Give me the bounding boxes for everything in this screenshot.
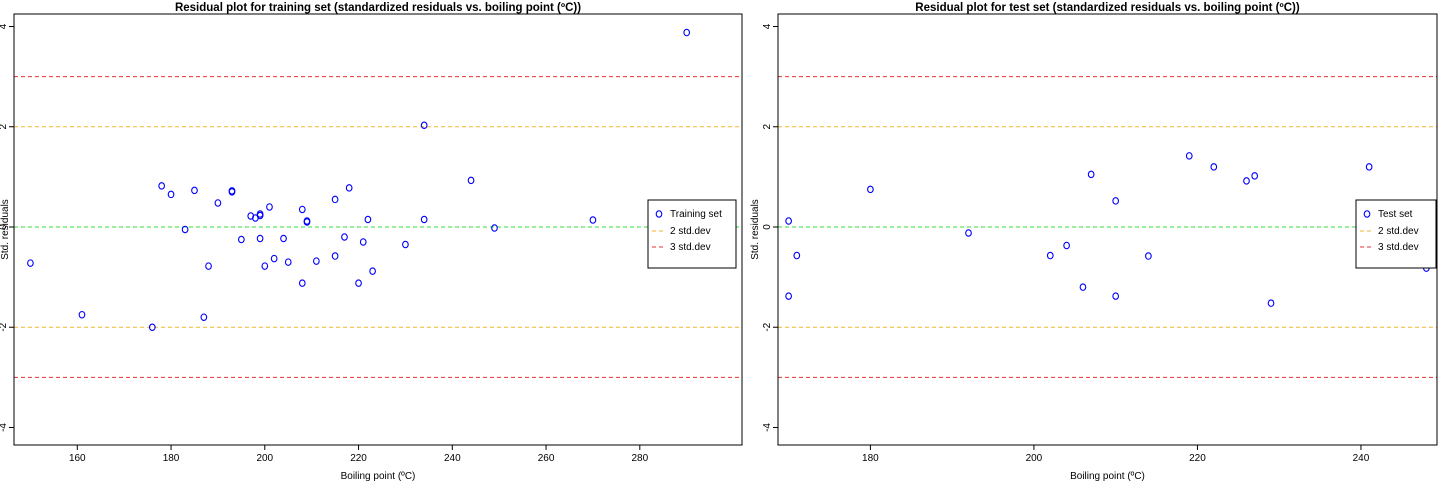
data-point (158, 182, 166, 190)
y-tick-label: 4 (0, 23, 9, 29)
chart-panel-1: Residual plot for training set (standard… (0, 2, 743, 482)
chart-title: Residual plot for test set (standardized… (915, 2, 1300, 14)
data-point (1267, 299, 1275, 307)
data-point (359, 238, 367, 246)
data-point (965, 229, 972, 237)
data-point (467, 176, 475, 185)
data-point (345, 184, 353, 192)
legend-box (647, 199, 737, 269)
y-tick-label: 0 (762, 224, 773, 230)
legend-label: Test set (1378, 209, 1413, 220)
data-point (491, 224, 498, 232)
y-tick-label: 4 (762, 23, 773, 29)
data-point (420, 215, 428, 224)
data-point (1210, 163, 1218, 171)
data-point (683, 28, 691, 37)
data-point (1251, 172, 1259, 180)
data-point (303, 217, 311, 225)
data-point (402, 240, 409, 249)
data-point (256, 234, 264, 243)
data-point (238, 235, 245, 244)
x-axis-label: Boiling point (ºC) (341, 471, 416, 482)
data-point (785, 292, 792, 300)
data-point (280, 234, 287, 243)
x-tick-label: 220 (1189, 453, 1206, 464)
y-tick-label: 2 (0, 124, 9, 130)
data-point (228, 188, 236, 196)
legend-label: 3 std.dev (670, 242, 711, 253)
data-point (1079, 283, 1087, 291)
data-point (364, 215, 372, 224)
data-point (256, 210, 264, 218)
chart-panel-2: Residual plot for test set (standardized… (750, 2, 1438, 482)
y-tick-label: -2 (762, 322, 773, 331)
chart-title: Residual plot for training set (standard… (175, 2, 581, 14)
x-tick-label: 200 (256, 453, 273, 464)
data-point (191, 186, 198, 195)
y-tick-label: -4 (0, 423, 9, 432)
legend-marker (655, 210, 663, 218)
legend-label: 3 std.dev (1378, 242, 1419, 253)
data-point (214, 199, 222, 207)
data-point (1063, 241, 1070, 250)
data-point (369, 267, 376, 275)
data-point (589, 216, 597, 224)
plot-frame (777, 13, 1438, 446)
legend: Training set 2 std.dev 3 std.dev (647, 199, 737, 269)
data-point (420, 121, 428, 130)
data-point (1185, 152, 1193, 160)
data-point (298, 205, 306, 214)
legend-label: 2 std.dev (1378, 226, 1419, 237)
data-point (270, 254, 278, 263)
x-tick-label: 180 (862, 453, 879, 464)
x-tick-label: 180 (163, 453, 180, 464)
data-point (867, 185, 874, 194)
data-point (266, 203, 273, 211)
data-point (298, 279, 306, 287)
data-point (284, 258, 292, 266)
plot-frame (13, 13, 743, 446)
data-point (200, 313, 208, 321)
data-point (313, 257, 320, 265)
x-tick-label: 220 (350, 453, 367, 464)
data-point (148, 323, 156, 331)
data-point (1087, 170, 1095, 179)
data-point (1365, 163, 1373, 171)
y-tick-label: -4 (762, 423, 773, 432)
data-point (785, 217, 792, 225)
data-point (1112, 197, 1120, 205)
legend: Test set 2 std.dev 3 std.dev (1355, 199, 1437, 269)
y-tick-label: 0 (0, 224, 9, 230)
x-tick-label: 280 (631, 453, 648, 464)
data-point (205, 262, 212, 270)
data-point (1046, 251, 1054, 260)
data-point (27, 259, 34, 267)
y-tick-label: 2 (762, 124, 773, 130)
x-tick-label: 160 (69, 453, 86, 464)
x-tick-label: 240 (1353, 453, 1370, 464)
data-point (181, 225, 189, 234)
data-point (1145, 252, 1152, 260)
data-point (78, 310, 86, 319)
y-tick-label: -2 (0, 322, 9, 331)
x-axis-label: Boiling point (ºC) (1070, 471, 1145, 482)
data-point (355, 279, 362, 287)
x-tick-label: 200 (1026, 453, 1043, 464)
legend-label: Training set (670, 209, 722, 220)
x-tick-label: 240 (444, 453, 461, 464)
legend-label: 2 std.dev (670, 226, 711, 237)
data-point (341, 233, 348, 241)
legend-marker (1363, 210, 1371, 218)
y-axis-label: Std. residuals (750, 199, 761, 260)
data-point (331, 195, 339, 204)
x-tick-label: 260 (538, 453, 555, 464)
data-point (331, 252, 339, 260)
data-point (793, 251, 801, 260)
y-axis-label: Std. residuals (0, 199, 11, 260)
data-point (261, 262, 269, 270)
data-point (1112, 292, 1120, 300)
data-point (1243, 177, 1250, 185)
data-point (167, 190, 175, 199)
